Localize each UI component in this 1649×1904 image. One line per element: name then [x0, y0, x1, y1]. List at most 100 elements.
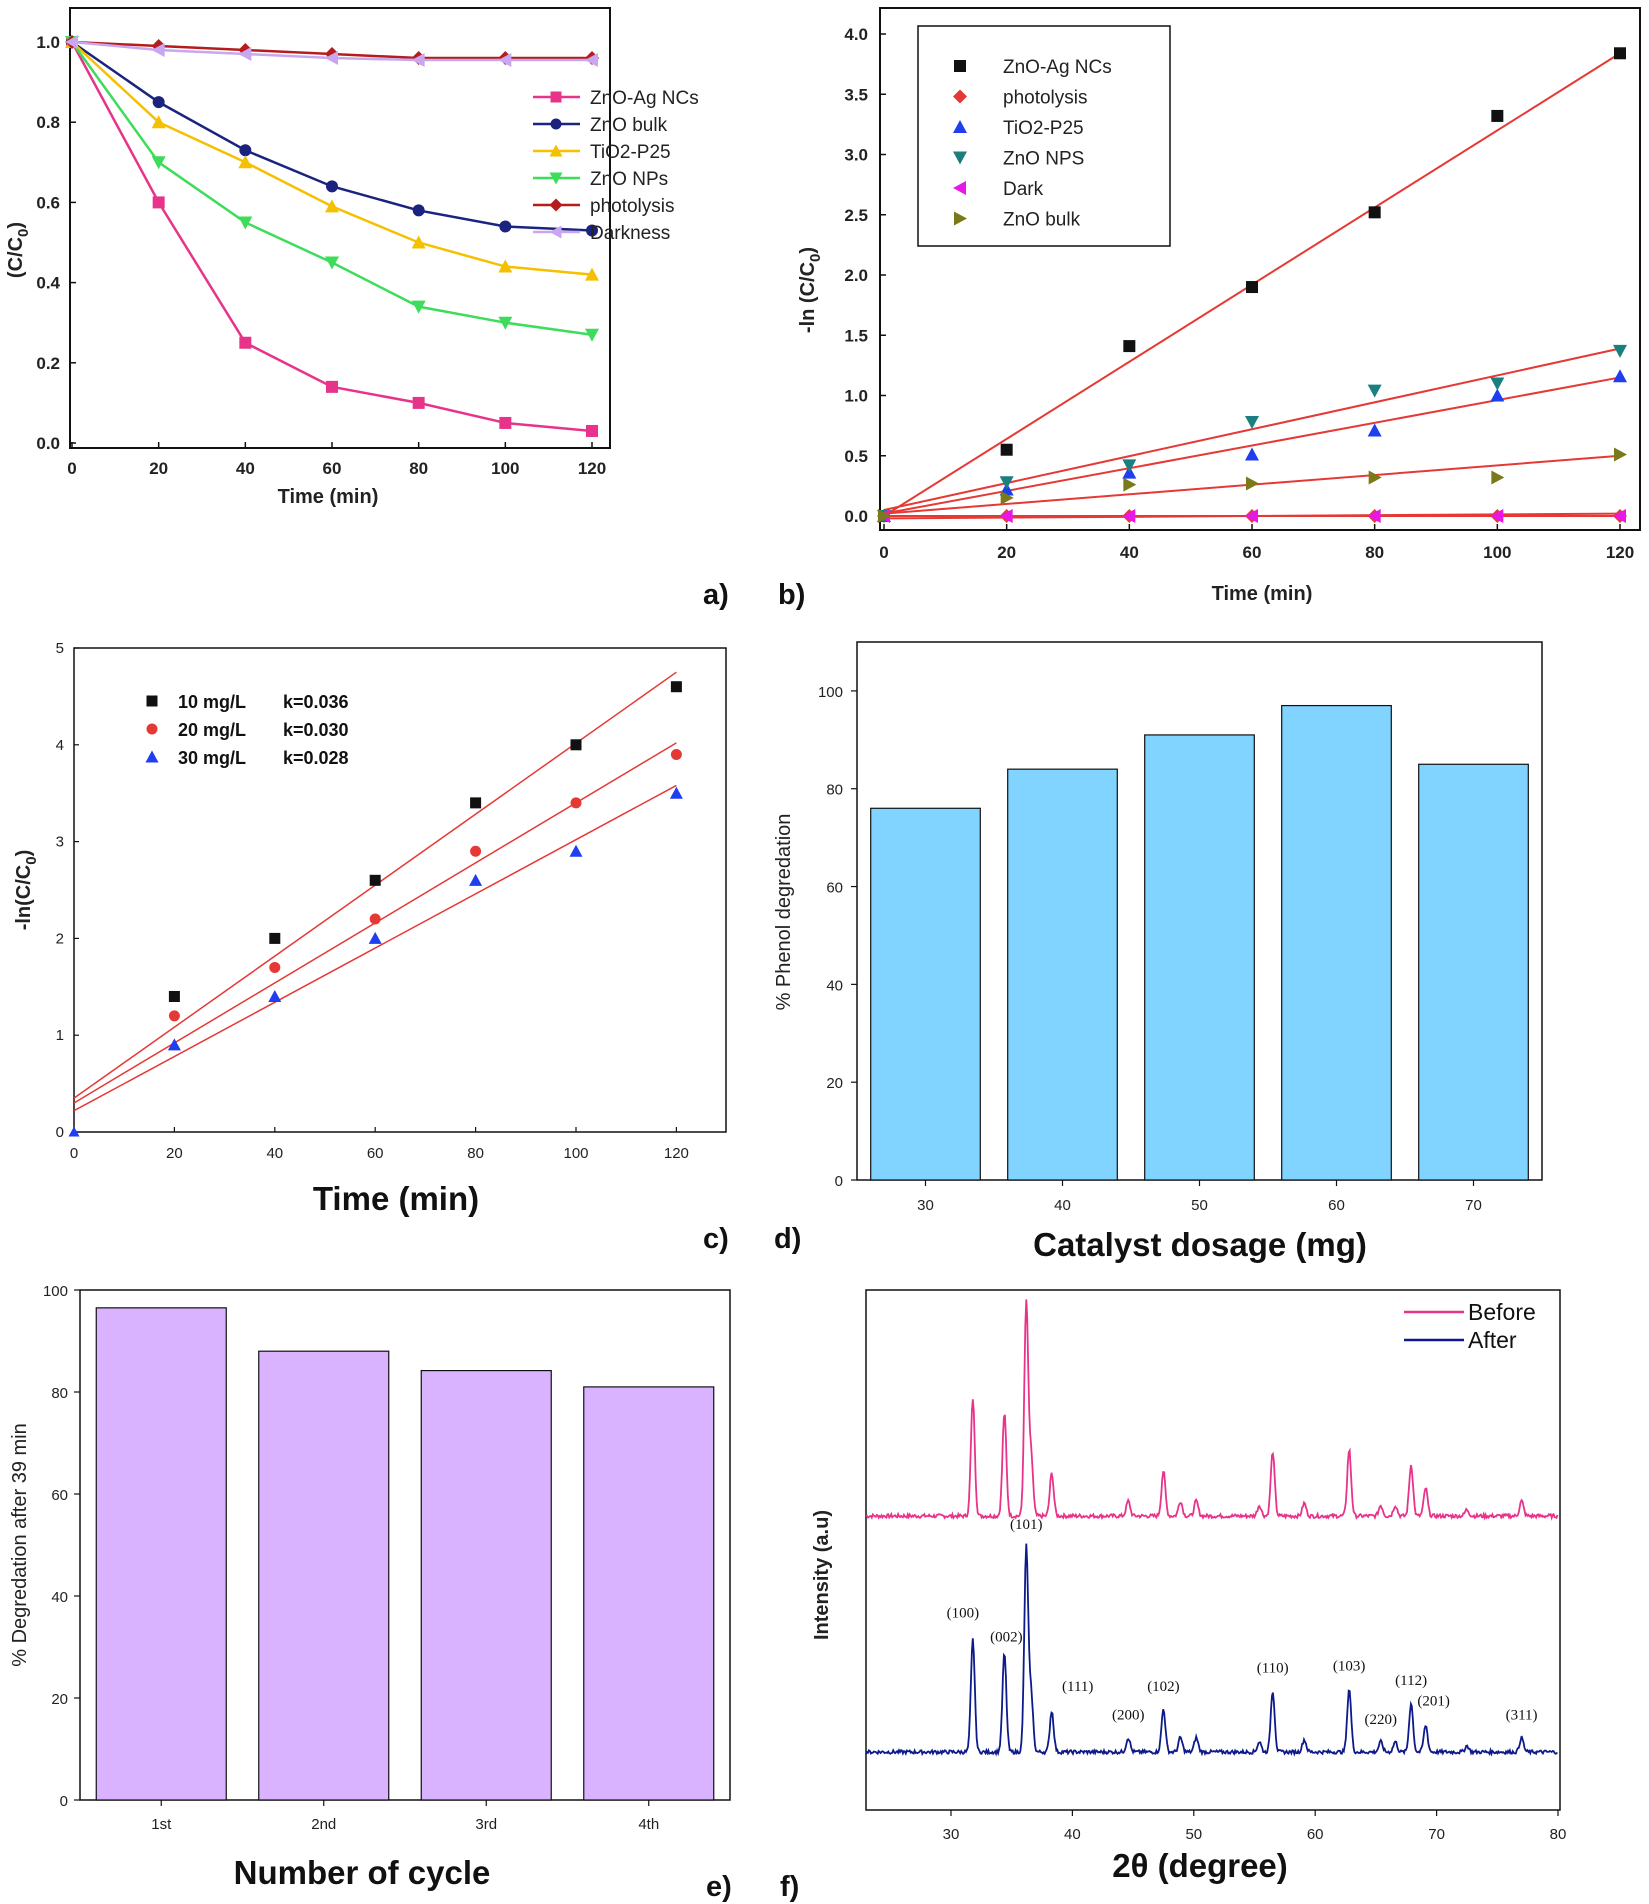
chart-f: 30 40 50 60 70 80 2θ (degree) Intensity (a.u) f)… [780, 1289, 1566, 1903]
data-point [1490, 388, 1505, 402]
y-tick-label: 0.2 [36, 354, 60, 373]
x-tick-label: 0 [879, 543, 888, 562]
x-tick-label: 2nd [311, 1816, 336, 1833]
data-point [878, 509, 891, 523]
legend-label: 10 mg/L [178, 692, 246, 712]
y-axis-label: -ln (C/C0) [797, 247, 824, 333]
data-point [1367, 384, 1382, 398]
y-tick-label: 0.0 [844, 507, 868, 526]
hkl-label: (110) [1257, 1661, 1289, 1677]
x-tick-label: 0 [67, 459, 76, 478]
data-point [326, 180, 338, 193]
data-point [238, 155, 253, 169]
data-point [1613, 509, 1626, 523]
y-tick-label: 1.0 [844, 387, 868, 406]
hkl-label: (201) [1417, 1693, 1450, 1709]
y-tick-label: 1.0 [36, 33, 60, 52]
y-tick-label: 20 [51, 1691, 68, 1708]
data-point [470, 845, 482, 857]
x-tick-label: 80 [1365, 543, 1384, 562]
data-point [238, 47, 252, 62]
y-tick-label: 4.0 [844, 25, 868, 44]
series-Darkness [65, 35, 598, 68]
data-point [368, 931, 382, 944]
data-point [269, 932, 281, 944]
legend-marker [549, 198, 563, 212]
bar [420, 1369, 552, 1801]
data-point [325, 51, 338, 66]
y-tick-label: 1.5 [844, 326, 868, 345]
data-point [585, 328, 599, 342]
x-axis-label: Time (min) [313, 1180, 479, 1217]
data-point [1246, 281, 1258, 294]
data-point [1000, 443, 1013, 456]
x-tick-label: 70 [1428, 1826, 1445, 1843]
data-point [168, 990, 180, 1002]
data-point [1368, 470, 1382, 485]
data-point [1122, 509, 1136, 523]
bar [870, 807, 981, 1181]
data-point [239, 336, 252, 349]
legend-label: ZnO NPS [1003, 149, 1084, 170]
y-tick-label: 0.5 [844, 447, 868, 466]
x-tick-label: 50 [1185, 1826, 1202, 1843]
data-point [1613, 369, 1627, 383]
x-tick-label: 120 [1606, 543, 1634, 562]
hkl-label: (102) [1147, 1679, 1180, 1695]
legend-label: After [1468, 1327, 1517, 1353]
data-point [268, 989, 282, 1002]
y-tick-label: 20 [826, 1075, 843, 1092]
legend-marker [954, 211, 967, 226]
y-tick-label: 3.5 [844, 85, 868, 104]
data-point [65, 35, 78, 49]
legend-k-value: k=0.028 [283, 748, 349, 768]
y-tick-label: 0 [56, 1124, 64, 1141]
hkl-label: (220) [1365, 1712, 1398, 1728]
chart-d: 0 20 40 60 80 100 30 40 50 60 70 Catalyst dosage (m… [773, 641, 1543, 1263]
x-tick-label: 80 [409, 459, 428, 478]
y-tick-label: 0.4 [36, 274, 60, 293]
data-point [68, 1126, 80, 1137]
data-point [1122, 459, 1137, 473]
bar [1418, 763, 1529, 1181]
x-tick-label: 20 [166, 1145, 183, 1162]
data-point [570, 739, 582, 751]
x-axis-label: Catalyst dosage (mg) [1033, 1226, 1367, 1263]
legend-label: ZnO NPs [590, 169, 668, 190]
x-tick-label: 100 [1483, 543, 1511, 562]
legend-marker [953, 89, 967, 104]
data-point [1246, 476, 1259, 491]
x-tick-label: 30 [943, 1826, 960, 1843]
data-point [1367, 423, 1382, 437]
data-point [669, 786, 683, 799]
data-point [1367, 509, 1381, 523]
y-tick-label: 100 [818, 684, 843, 701]
x-tick-label: 120 [664, 1145, 689, 1162]
data-point [498, 316, 513, 330]
data-point [326, 380, 338, 393]
fit-line [73, 784, 677, 1112]
series-20 mg/L [73, 742, 682, 1104]
y-tick-label: 3.0 [844, 146, 868, 165]
y-tick-label: 2.5 [844, 206, 868, 225]
chart-c: 0 20 40 60 80 100 120 0 1 2 3 4 5 Time (min) -ln(C/C0)… [13, 640, 729, 1255]
data-point [1491, 109, 1504, 122]
x-tick-label: 0 [70, 1145, 78, 1162]
x-axis-label: Time (min) [1212, 583, 1313, 605]
series-30 mg/L [73, 784, 683, 1112]
panel-label: f) [780, 1871, 799, 1903]
axes-frame [879, 7, 1641, 531]
panel-label: e) [706, 1871, 732, 1903]
x-tick-label: 20 [997, 543, 1016, 562]
data-point [411, 53, 425, 68]
data-point [670, 681, 682, 693]
legend: 10 mg/L k=0.036 20 mg/L k=0.030 30 mg/L k=0.0… [145, 692, 349, 768]
data-point [325, 199, 339, 213]
data-point [1491, 470, 1505, 485]
y-axis-label: % Phenol degredation [773, 814, 795, 1011]
hkl-label: (111) [1062, 1679, 1093, 1695]
bar [1144, 734, 1255, 1181]
data-point [238, 216, 253, 230]
y-axis-label: % Degredation after 39 min [9, 1423, 31, 1666]
